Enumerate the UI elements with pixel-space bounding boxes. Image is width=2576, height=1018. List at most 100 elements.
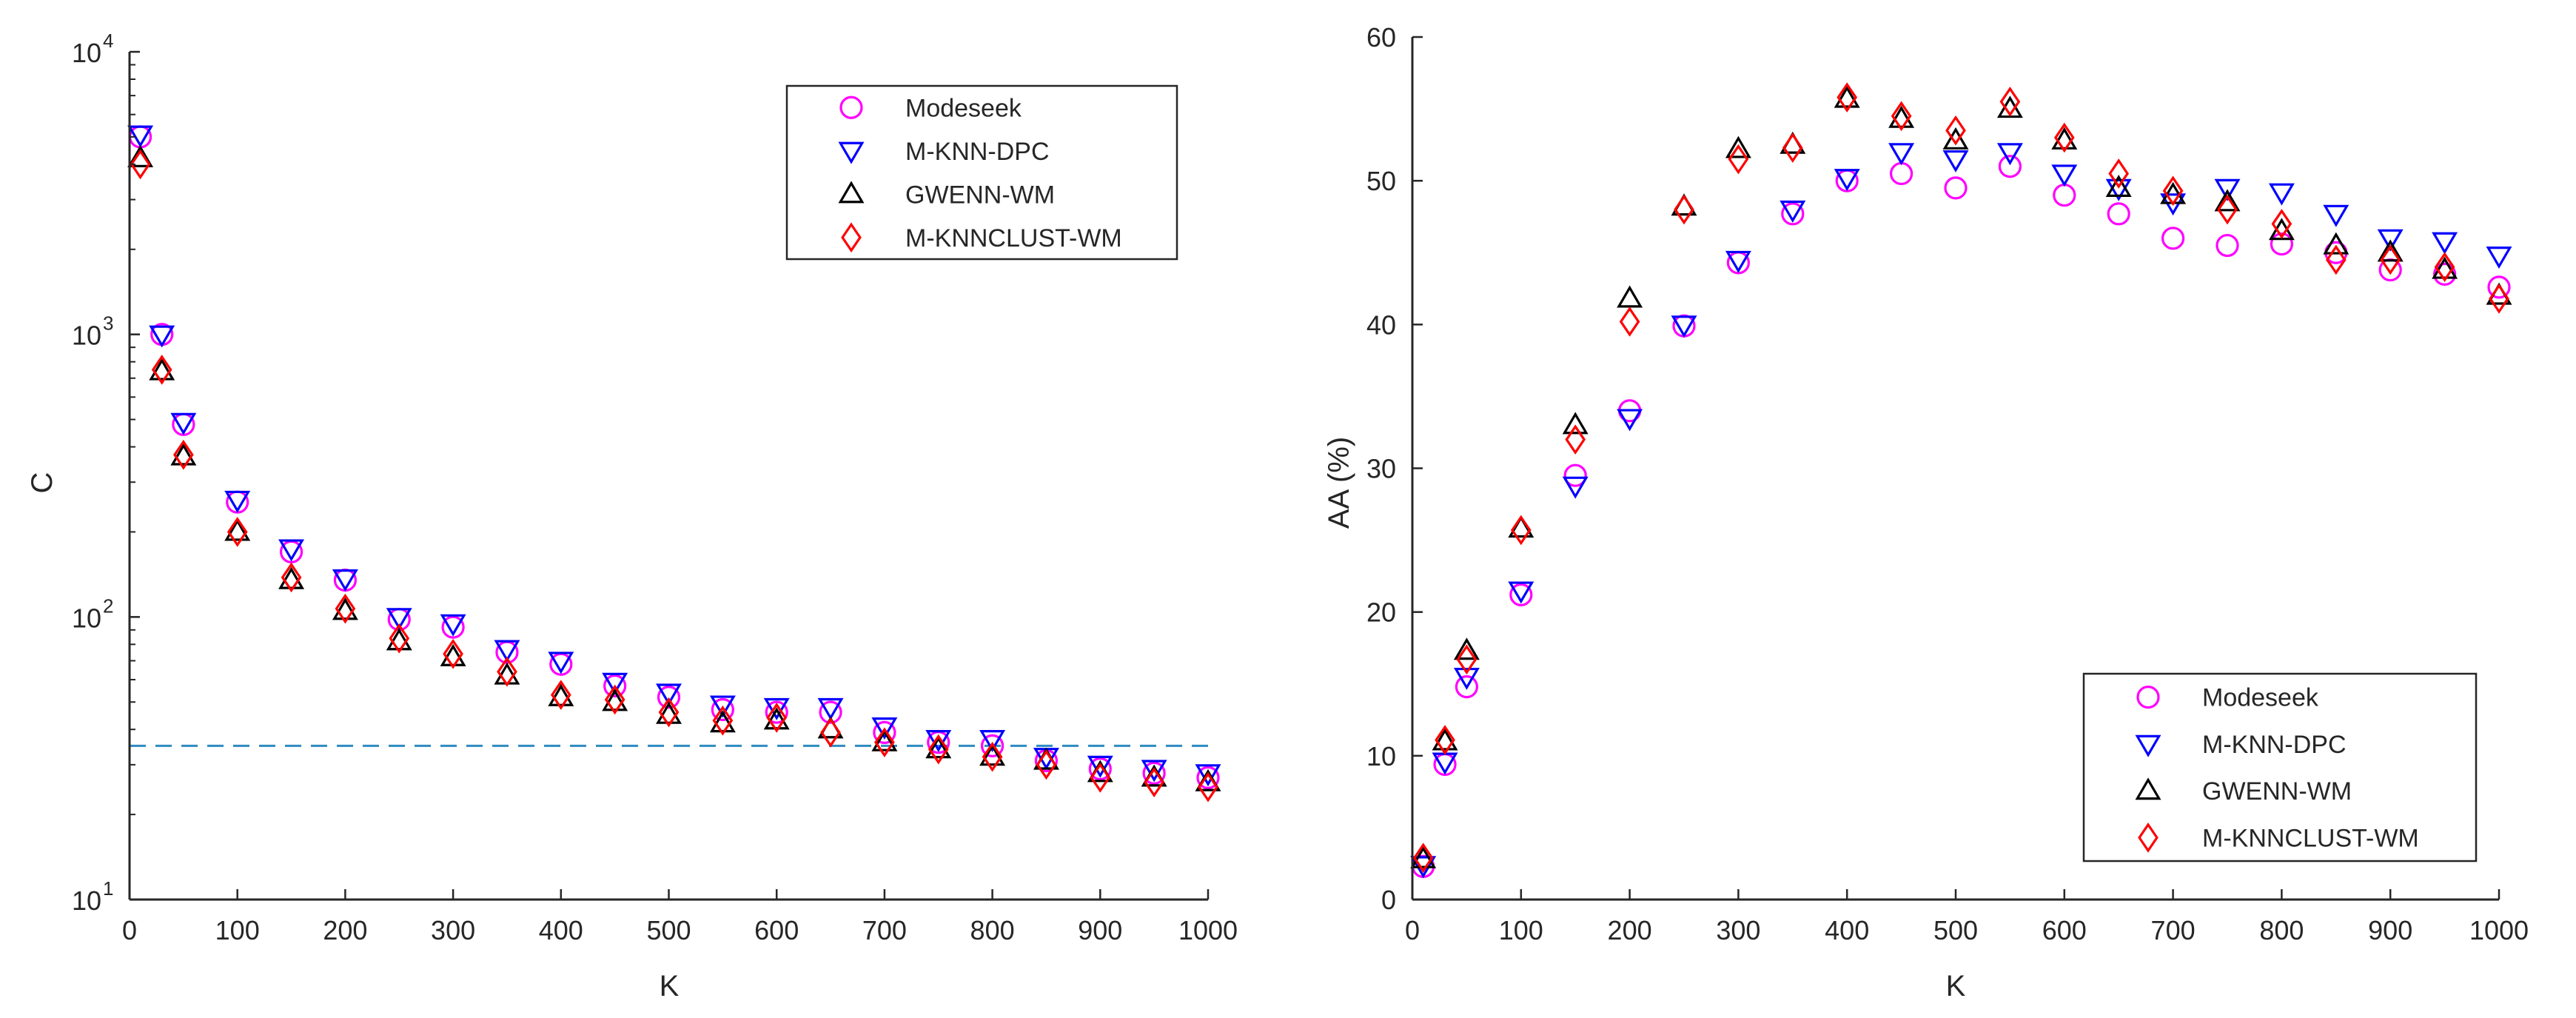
- x-tick-label: 400: [539, 915, 583, 945]
- data-point: [1942, 127, 1969, 150]
- x-tick-label: 100: [215, 915, 260, 945]
- y-tick-label: 30: [1366, 454, 1396, 484]
- data-point: [2433, 262, 2457, 286]
- data-point: [2162, 175, 2184, 207]
- data-point: [2268, 183, 2295, 206]
- data-point: [130, 149, 151, 180]
- data-point: [224, 518, 251, 541]
- data-point: [979, 730, 1006, 753]
- left-chart-markers: [127, 125, 1221, 803]
- legend-label: M-KNNCLUST-WM: [2202, 824, 2419, 852]
- legend-label: M-KNN-DPC: [2202, 731, 2347, 759]
- x-tick-label: 0: [1405, 915, 1420, 945]
- data-point: [873, 720, 896, 745]
- data-point: [1508, 581, 1534, 604]
- right-x-axis-label: K: [1946, 970, 1966, 1002]
- data-point: [1435, 725, 1455, 755]
- legend-label: GWENN-WM: [905, 181, 1055, 209]
- data-point: [173, 439, 194, 470]
- data-point: [928, 734, 949, 765]
- data-point: [1141, 760, 1167, 783]
- data-point: [602, 672, 628, 695]
- data-point: [1671, 315, 1697, 338]
- legend-marker: [2136, 686, 2160, 709]
- legend-marker: [2135, 777, 2161, 800]
- data-point: [2434, 252, 2455, 283]
- legend-marker: [2138, 823, 2159, 853]
- data-point: [149, 358, 175, 381]
- data-point: [386, 608, 412, 631]
- data-point: [127, 125, 154, 148]
- data-point: [1891, 101, 1912, 132]
- data-point: [332, 597, 358, 620]
- data-point: [1834, 169, 1860, 192]
- x-tick-label: 1000: [1178, 915, 1238, 945]
- data-point: [2161, 227, 2185, 250]
- data-point: [925, 730, 952, 753]
- y-tick-label: 60: [1366, 22, 1396, 53]
- data-point: [335, 593, 356, 624]
- data-point: [1674, 194, 1694, 225]
- legend-label: M-KNN-DPC: [905, 138, 1050, 166]
- data-point: [443, 638, 463, 669]
- right-legend: Modeseek M-KNN-DPC GWENN-WM M-KNNCLUST-WM: [2082, 672, 2478, 863]
- data-point: [1619, 307, 1640, 337]
- y-tick-label: 0: [1381, 885, 1396, 915]
- data-point: [2486, 247, 2512, 269]
- x-tick-label: 200: [1608, 915, 1652, 945]
- data-point: [2323, 232, 2349, 255]
- x-tick-label: 400: [1825, 915, 1869, 945]
- y-tick-label: 10: [72, 603, 101, 633]
- data-point: [548, 683, 574, 706]
- data-point: [1198, 771, 1218, 803]
- x-tick-label: 600: [2042, 915, 2087, 945]
- data-point: [1562, 476, 1589, 499]
- data-point: [278, 539, 305, 562]
- data-point: [1888, 143, 1915, 166]
- data-point: [871, 729, 898, 751]
- data-point: [1999, 87, 2021, 117]
- y-tick-exponent: 4: [103, 30, 113, 52]
- data-point: [1781, 202, 1805, 226]
- data-point: [1453, 667, 1480, 690]
- data-point: [548, 652, 574, 674]
- data-point: [604, 684, 625, 715]
- data-point: [1432, 728, 1458, 751]
- data-point: [151, 355, 172, 385]
- x-tick-label: 1000: [2469, 915, 2529, 945]
- data-point: [1412, 843, 1434, 874]
- x-tick-label: 500: [646, 915, 691, 945]
- data-point: [819, 700, 842, 724]
- data-point: [1087, 755, 1113, 778]
- data-point: [1453, 637, 1480, 660]
- data-point: [925, 736, 952, 759]
- data-point: [874, 727, 895, 758]
- data-point: [982, 741, 1003, 772]
- data-point: [602, 689, 628, 711]
- y-tick-exponent: 3: [103, 312, 113, 335]
- data-point: [1562, 412, 1589, 435]
- data-point: [658, 697, 680, 728]
- x-tick-label: 0: [122, 915, 137, 945]
- data-point: [2487, 275, 2511, 299]
- data-point: [817, 697, 844, 720]
- data-point: [1565, 424, 1586, 455]
- y-tick-label: 50: [1366, 166, 1396, 196]
- legend-marker: [841, 222, 862, 253]
- data-point: [1509, 583, 1533, 606]
- legend-label: M-KNNCLUST-WM: [905, 224, 1122, 252]
- data-point: [1410, 845, 1437, 868]
- data-point: [1142, 761, 1166, 785]
- series-m-knn-dpc: [127, 125, 1221, 787]
- data-point: [656, 683, 682, 706]
- data-point: [1728, 144, 1749, 175]
- data-point: [2214, 189, 2241, 212]
- data-point: [278, 566, 305, 589]
- data-point: [497, 656, 517, 687]
- legend-marker: [839, 96, 863, 119]
- data-point: [170, 443, 197, 466]
- y-tick-label: 40: [1366, 309, 1396, 340]
